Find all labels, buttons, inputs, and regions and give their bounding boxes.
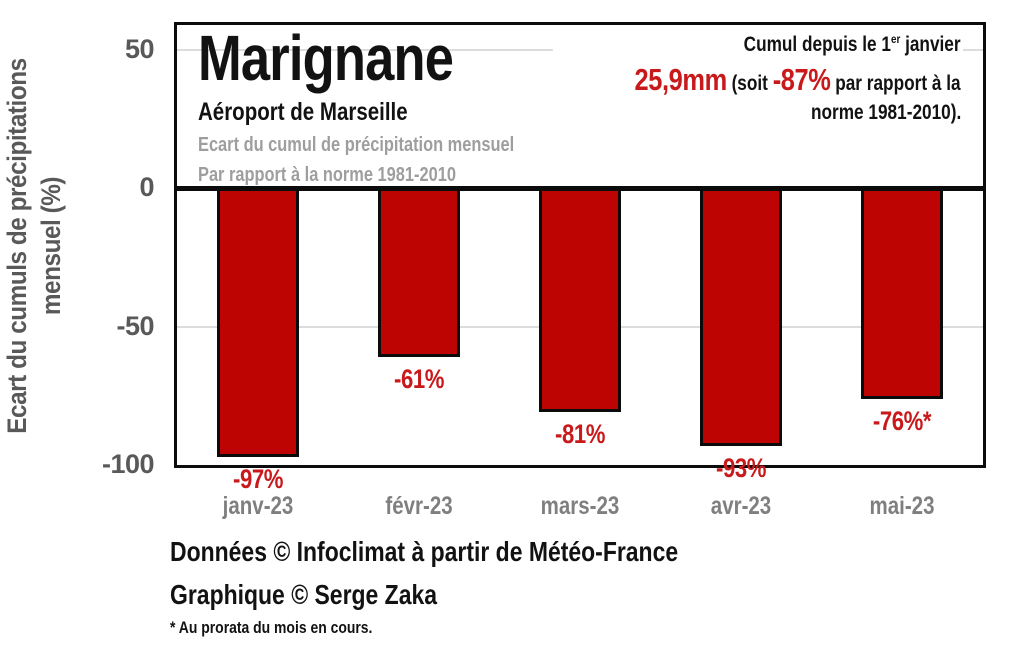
- y-tick-label-0: 0: [139, 172, 154, 202]
- graphic-credit: Graphique © Serge Zaka: [170, 579, 438, 610]
- bar-value-label-mars-23: -81%: [554, 419, 606, 450]
- chart-subtitle: Aéroport de Marseille: [198, 98, 408, 126]
- title-block: Marignane Aéroport de Marseille Ecart du…: [198, 26, 584, 187]
- bar-mai-23: [861, 188, 944, 399]
- y-tick-label--100: -100: [101, 449, 155, 479]
- x-tick-label-mai-23: mai-23: [869, 492, 935, 520]
- x-tick-label-févr-23: févr-23: [385, 492, 453, 520]
- x-tick-label-avr-23: avr-23: [710, 492, 772, 520]
- annotation-line3: norme 1981-2010).: [810, 101, 961, 124]
- zero-axis-line: [177, 186, 983, 191]
- chart-description-line2: Par rapport à la norme 1981-2010: [198, 164, 456, 186]
- y-tick-label--50: -50: [116, 310, 154, 341]
- chart-title: Marignane: [198, 22, 454, 94]
- chart-description-line1: Ecart du cumul de précipitation mensuel: [198, 134, 515, 156]
- footer-credits: Données © Infoclimat à partir de Météo-F…: [170, 536, 790, 638]
- annotation-line2: 25,9mm (soit -87% par rapport à la: [634, 62, 961, 98]
- cumul-annotation: Cumul depuis le 1er janvier 25,9mm (soit…: [553, 30, 963, 131]
- bar-value-label-mai-23: -76%*: [873, 405, 932, 436]
- y-tick-label-50: 50: [124, 33, 155, 64]
- cumul-percent: -87%: [773, 62, 831, 98]
- bar-févr-23: [377, 188, 460, 357]
- y-axis-title-line1: Ecart du cumuls de précipitations: [2, 58, 32, 434]
- prorata-footnote: * Au prorata du mois en cours.: [170, 618, 373, 637]
- bar-mars-23: [539, 188, 621, 413]
- annotation-line1: Cumul depuis le 1er janvier: [744, 32, 961, 56]
- bar-value-label-janv-23: -97%: [232, 463, 283, 494]
- y-axis-title: Ecart du cumuls de précipitations mensue…: [1, 30, 79, 462]
- data-credit: Données © Infoclimat à partir de Météo-F…: [170, 536, 679, 567]
- cumul-value: 25,9mm: [634, 62, 728, 98]
- x-tick-label-janv-23: janv-23: [222, 492, 293, 520]
- superscript-er: er: [891, 32, 901, 46]
- bar-value-label-avr-23: -93%: [716, 452, 767, 483]
- bar-value-label-févr-23: -61%: [393, 363, 444, 394]
- bar-janv-23: [216, 188, 299, 457]
- bar-avr-23: [700, 188, 783, 446]
- x-tick-label-mars-23: mars-23: [540, 492, 620, 520]
